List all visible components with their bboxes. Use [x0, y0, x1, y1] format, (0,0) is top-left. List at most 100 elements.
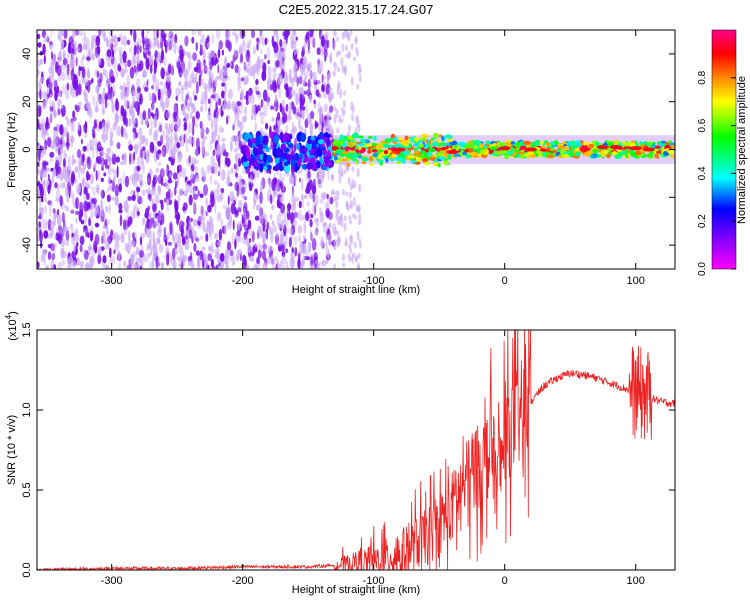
heatmap-cell	[166, 232, 171, 241]
heatmap-cell	[373, 135, 377, 141]
heatmap-cell	[256, 37, 259, 43]
heatmap-cell	[127, 230, 131, 244]
heatmap-cell	[167, 39, 171, 52]
heatmap-cell	[63, 204, 67, 209]
y-tick-label: 0.0	[21, 562, 33, 577]
heatmap-cell	[278, 50, 284, 62]
heatmap-cell	[184, 255, 188, 262]
heatmap-cell	[296, 143, 300, 151]
heatmap-cell	[347, 142, 355, 146]
heatmap-cell	[83, 31, 86, 40]
heatmap-cell	[340, 158, 349, 162]
heatmap-cell	[287, 30, 291, 36]
heatmap-cell	[224, 56, 228, 68]
heatmap-cell	[292, 219, 297, 227]
heatmap-cell	[539, 141, 544, 145]
heatmap-cell	[264, 232, 268, 237]
heatmap-cell	[260, 111, 265, 117]
heatmap-cell	[121, 72, 125, 78]
heatmap-cell	[277, 73, 283, 85]
heatmap-cell	[289, 101, 292, 113]
heatmap-cell	[47, 251, 52, 261]
heatmap-cell	[114, 198, 120, 207]
heatmap-cell	[252, 245, 256, 255]
heatmap-cell	[352, 196, 356, 207]
heatmap-cell	[110, 38, 115, 43]
heatmap-cell	[264, 37, 268, 46]
heatmap-cell	[341, 43, 345, 52]
heatmap-cell	[307, 78, 311, 90]
heatmap-cell	[243, 106, 247, 115]
heatmap-cell	[255, 79, 259, 85]
heatmap-cell	[344, 237, 348, 247]
heatmap-cell	[196, 62, 201, 74]
heatmap-cell	[117, 250, 121, 262]
heatmap-cell	[41, 117, 46, 128]
heatmap-cell	[185, 135, 189, 148]
heatmap-cell	[410, 160, 418, 164]
heatmap-cell	[317, 261, 321, 266]
heatmap-cell	[464, 149, 469, 153]
heatmap-cell	[332, 37, 335, 50]
heatmap-cell	[291, 89, 295, 97]
heatmap-cell	[39, 71, 43, 76]
heatmap-cell	[328, 222, 332, 229]
heatmap-cell	[150, 247, 153, 256]
heatmap-cell	[269, 194, 273, 205]
heatmap-cell	[133, 165, 138, 177]
heatmap-cell	[333, 239, 337, 244]
heatmap-cell	[207, 42, 211, 48]
heatmap-cell	[234, 181, 240, 192]
heatmap-cell	[69, 63, 74, 68]
heatmap-cell	[250, 94, 255, 105]
heatmap-cell	[319, 114, 323, 122]
heatmap-cell	[238, 133, 242, 141]
heatmap-cell	[249, 65, 255, 77]
heatmap-cell	[199, 193, 204, 198]
heatmap-cell	[160, 67, 165, 80]
heatmap-cell	[91, 35, 94, 47]
heatmap-cell	[193, 242, 197, 252]
heatmap-cell	[37, 70, 40, 75]
heatmap-cell	[420, 150, 426, 154]
heatmap-cell	[125, 131, 128, 140]
heatmap-cell	[80, 167, 85, 175]
heatmap-cell	[139, 111, 143, 119]
heatmap-cell	[211, 87, 215, 96]
heatmap-cell	[330, 191, 335, 196]
heatmap-cell	[324, 31, 329, 38]
heatmap-cell	[306, 88, 311, 97]
heatmap-cell	[275, 94, 278, 103]
heatmap-cell	[259, 181, 263, 194]
heatmap-cell	[39, 76, 45, 83]
heatmap-cell	[258, 144, 264, 151]
heatmap-cell	[350, 76, 354, 86]
y-tick-label: 0	[21, 146, 33, 152]
heatmap-cell	[217, 134, 220, 143]
heatmap-cell	[95, 170, 98, 182]
heatmap-cell	[303, 220, 307, 234]
heatmap-cell	[437, 163, 441, 168]
heatmap-cell	[106, 154, 111, 161]
heatmap-cell	[280, 264, 286, 269]
snr-background	[37, 330, 675, 570]
heatmap-cell	[215, 148, 221, 156]
heatmap-cell	[39, 85, 42, 90]
heatmap-cell	[210, 194, 215, 208]
heatmap-cell	[333, 243, 337, 251]
heatmap-cell	[343, 90, 347, 96]
heatmap-cell	[266, 221, 270, 231]
heatmap-cell	[227, 169, 231, 179]
heatmap-cell	[51, 173, 55, 184]
heatmap-cell	[135, 90, 141, 100]
heatmap-cell	[270, 105, 274, 110]
heatmap-cell	[278, 88, 282, 99]
heatmap-cell	[178, 220, 184, 233]
heatmap-cell	[172, 247, 176, 261]
heatmap-cell	[279, 131, 284, 141]
heatmap-cell	[246, 63, 250, 73]
heatmap-cell	[192, 230, 197, 241]
heatmap-cell	[324, 115, 328, 120]
heatmap-cell	[142, 37, 145, 50]
x-tick-label: 100	[627, 575, 645, 587]
